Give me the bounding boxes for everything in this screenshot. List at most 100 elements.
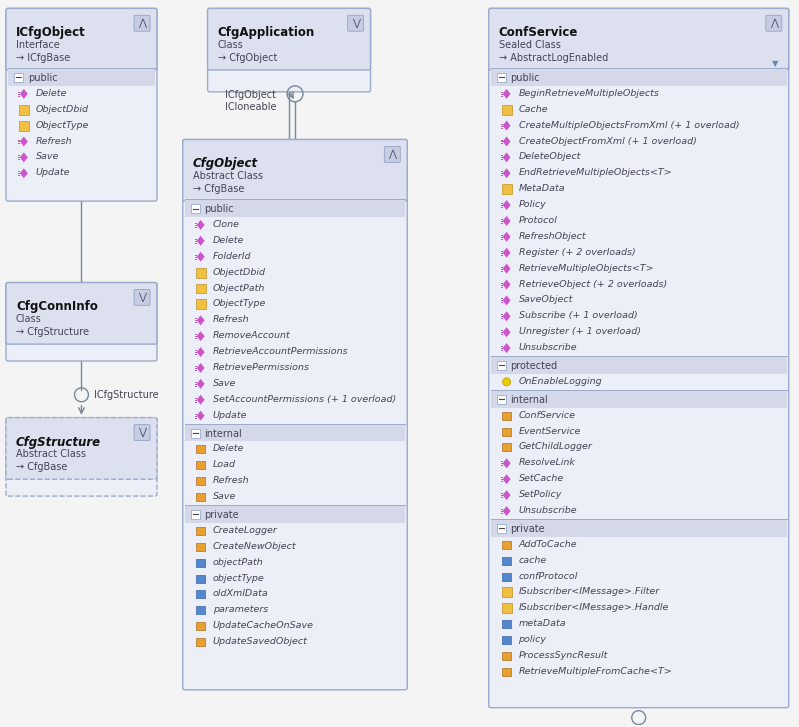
Text: CfgConnInfo: CfgConnInfo <box>16 300 97 313</box>
FancyBboxPatch shape <box>497 524 506 533</box>
Text: ⋀: ⋀ <box>388 150 396 159</box>
Text: ICloneable: ICloneable <box>225 102 277 112</box>
Circle shape <box>503 378 511 386</box>
Text: → CfgStructure: → CfgStructure <box>16 327 89 337</box>
Text: SaveObject: SaveObject <box>519 295 573 305</box>
Text: FolderId: FolderId <box>213 252 251 261</box>
FancyBboxPatch shape <box>502 184 511 194</box>
FancyBboxPatch shape <box>491 390 787 408</box>
Polygon shape <box>20 137 28 146</box>
Text: Policy: Policy <box>519 200 547 209</box>
FancyBboxPatch shape <box>497 395 506 403</box>
Text: public: public <box>511 73 540 83</box>
Text: Delete: Delete <box>36 89 67 98</box>
FancyBboxPatch shape <box>489 9 789 707</box>
Text: private: private <box>205 510 239 520</box>
Polygon shape <box>503 216 511 226</box>
Text: AddToCache: AddToCache <box>519 540 577 549</box>
Text: cache: cache <box>519 555 547 565</box>
Text: ⋀: ⋀ <box>769 18 777 28</box>
FancyBboxPatch shape <box>502 427 511 435</box>
FancyBboxPatch shape <box>491 519 787 537</box>
Text: EventService: EventService <box>519 427 581 435</box>
Text: EndRetrieveMultipleObjects<T>: EndRetrieveMultipleObjects<T> <box>519 169 672 177</box>
Text: SetCache: SetCache <box>519 474 564 483</box>
FancyBboxPatch shape <box>348 15 364 31</box>
Text: Interface: Interface <box>16 40 60 50</box>
Text: ResolveLink: ResolveLink <box>519 458 575 467</box>
Polygon shape <box>503 295 511 305</box>
FancyBboxPatch shape <box>19 105 29 115</box>
Text: SetAccountPermissions (+ 1 overload): SetAccountPermissions (+ 1 overload) <box>213 395 396 403</box>
FancyBboxPatch shape <box>502 443 511 451</box>
FancyBboxPatch shape <box>196 590 205 598</box>
Text: OnEnableLogging: OnEnableLogging <box>519 377 602 386</box>
Text: → CfgBase: → CfgBase <box>16 462 67 473</box>
FancyBboxPatch shape <box>185 424 405 441</box>
Text: ICfgObject: ICfgObject <box>225 90 276 100</box>
Text: UpdateSavedObject: UpdateSavedObject <box>213 637 308 646</box>
Polygon shape <box>20 89 28 99</box>
FancyBboxPatch shape <box>191 510 200 519</box>
Text: Delete: Delete <box>213 444 244 454</box>
Text: ObjectDbid: ObjectDbid <box>36 105 89 113</box>
FancyBboxPatch shape <box>134 15 150 31</box>
Text: Abstract Class: Abstract Class <box>193 172 263 181</box>
FancyBboxPatch shape <box>134 289 150 305</box>
Text: CfgObject: CfgObject <box>193 157 258 170</box>
FancyBboxPatch shape <box>502 411 511 419</box>
Text: Update: Update <box>36 169 70 177</box>
Text: BeginRetrieveMultipleObjects: BeginRetrieveMultipleObjects <box>519 89 659 98</box>
Text: → ICfgBase: → ICfgBase <box>16 53 70 63</box>
Text: Update: Update <box>213 411 247 419</box>
FancyBboxPatch shape <box>191 204 200 213</box>
Polygon shape <box>503 248 511 257</box>
Text: ▼: ▼ <box>772 60 778 68</box>
FancyBboxPatch shape <box>502 636 511 644</box>
FancyBboxPatch shape <box>502 603 511 614</box>
Polygon shape <box>20 153 28 162</box>
Text: ObjectType: ObjectType <box>213 300 266 308</box>
FancyBboxPatch shape <box>766 15 781 31</box>
Polygon shape <box>197 316 205 325</box>
Text: Register (+ 2 overloads): Register (+ 2 overloads) <box>519 248 635 257</box>
Polygon shape <box>503 458 511 468</box>
Polygon shape <box>197 347 205 357</box>
Text: ⋁: ⋁ <box>352 18 360 28</box>
FancyBboxPatch shape <box>6 9 157 201</box>
FancyBboxPatch shape <box>183 140 407 690</box>
FancyBboxPatch shape <box>208 9 371 92</box>
Text: Refresh: Refresh <box>36 137 73 145</box>
FancyBboxPatch shape <box>491 68 787 86</box>
FancyBboxPatch shape <box>502 668 511 676</box>
Text: public: public <box>205 204 234 214</box>
Text: Cache: Cache <box>519 105 548 113</box>
FancyBboxPatch shape <box>196 558 205 566</box>
Text: RetrieveMultipleFromCache<T>: RetrieveMultipleFromCache<T> <box>519 667 672 676</box>
Text: CfgStructure: CfgStructure <box>16 435 101 449</box>
FancyBboxPatch shape <box>8 68 155 86</box>
Text: SetPolicy: SetPolicy <box>519 490 562 499</box>
Text: Abstract Class: Abstract Class <box>16 449 86 459</box>
Polygon shape <box>503 280 511 289</box>
Polygon shape <box>197 252 205 262</box>
FancyBboxPatch shape <box>502 587 511 598</box>
Text: DeleteObject: DeleteObject <box>519 153 581 161</box>
Text: Subscribe (+ 1 overload): Subscribe (+ 1 overload) <box>519 311 638 321</box>
FancyBboxPatch shape <box>502 541 511 549</box>
Polygon shape <box>197 395 205 405</box>
FancyBboxPatch shape <box>191 428 200 438</box>
Text: ConfService: ConfService <box>499 26 578 39</box>
Polygon shape <box>503 121 511 131</box>
Polygon shape <box>197 236 205 246</box>
Text: internal: internal <box>205 428 242 438</box>
Text: policy: policy <box>519 635 547 644</box>
Text: RetrieveMultipleObjects<T>: RetrieveMultipleObjects<T> <box>519 264 654 273</box>
Text: Class: Class <box>16 314 42 324</box>
Polygon shape <box>503 169 511 178</box>
FancyBboxPatch shape <box>491 356 787 374</box>
Text: → CfgBase: → CfgBase <box>193 184 244 194</box>
FancyBboxPatch shape <box>196 543 205 551</box>
Text: ObjectType: ObjectType <box>36 121 89 129</box>
FancyBboxPatch shape <box>196 527 205 535</box>
